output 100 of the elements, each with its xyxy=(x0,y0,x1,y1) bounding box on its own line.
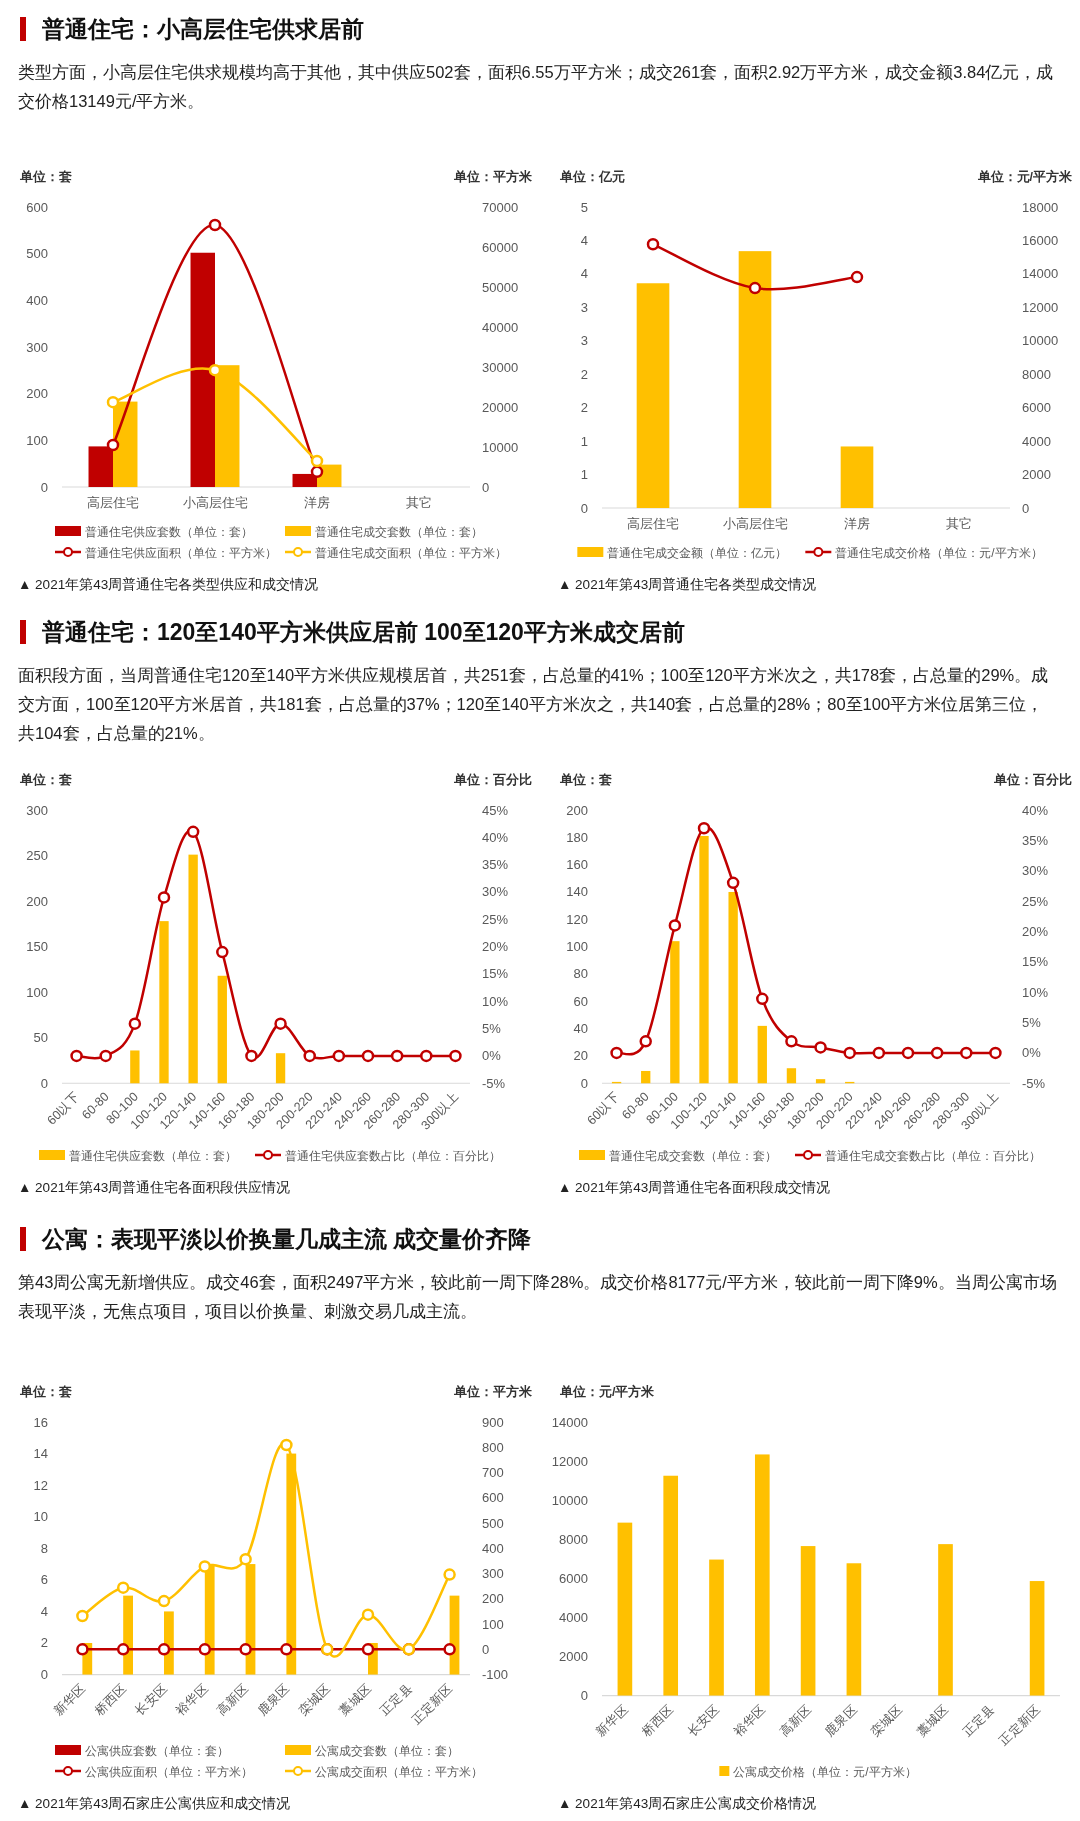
legend-label: 公寓供应套数（单位：套） xyxy=(85,1743,229,1758)
y2-tick-label: 60000 xyxy=(482,239,519,255)
y2-tick-label: -5% xyxy=(482,1075,506,1091)
legend-label: 普通住宅成交套数占比（单位：百分比） xyxy=(825,1148,1041,1163)
y-tick-label: 10000 xyxy=(551,1492,588,1508)
text: 面积段方面，当周普通住宅120至140平方米供应规模居首，共251套，占总量的41%；100至120平方米次之，共178套，占总量的29%。成交方面，100至120平方米居首，共181套，占总量的37%；120至140平方米次之，共140套，占总量的28%；80至100平方米位居第三位，共104套，占总量的21%。 xyxy=(18,665,1050,744)
y2-tick-label: 0% xyxy=(1022,1045,1042,1061)
y-tick-label: 200 xyxy=(26,893,48,909)
x-tick-label: 鹿泉区 xyxy=(255,1680,293,1719)
y2-tick-label: 20000 xyxy=(482,399,519,415)
y2-tick-label: 12000 xyxy=(1022,299,1059,315)
y-tick-label: 12000 xyxy=(551,1453,588,1469)
x-tick-label: 新华区 xyxy=(51,1680,89,1719)
x-tick-label: 鹿泉区 xyxy=(822,1701,861,1740)
x-tick-label: 桥西区 xyxy=(91,1680,130,1719)
y2-tick-label: 300 xyxy=(482,1566,504,1582)
y2-tick-label: 500 xyxy=(482,1515,504,1531)
y2-axis-title: 单位：平方米 xyxy=(453,1384,533,1399)
text: 类型方面，小高层住宅供求规模均高于其他，其中供应502套，面积6.55万平方米；成交261套，面积2.92万平方米，成交金额3.84亿元，成交价格13149元/平方米。 xyxy=(18,62,1055,112)
legend-label: 普通住宅供应套数（单位：套） xyxy=(85,524,253,539)
legend-label: 公寓成交套数（单位：套） xyxy=(315,1743,459,1758)
y2-tick-label: 70000 xyxy=(482,199,519,215)
y-tick-label: 20 xyxy=(573,1048,588,1064)
y-tick-label: 1 xyxy=(580,467,588,483)
y-tick-label: 8 xyxy=(40,1540,48,1556)
y-tick-label: 14000 xyxy=(551,1414,588,1430)
y-tick-label: 0 xyxy=(40,1667,48,1683)
x-tick-label: 高层住宅 xyxy=(627,516,679,531)
y-tick-label: 0 xyxy=(580,500,588,516)
y-tick-label: 300 xyxy=(26,339,48,355)
y2-tick-label: 700 xyxy=(482,1465,504,1481)
y2-tick-label: 45% xyxy=(482,802,509,818)
legend-label: 普通住宅成交价格（单位：元/平方米） xyxy=(835,545,1043,560)
y2-tick-label: 40% xyxy=(482,829,509,845)
y-tick-label: 8000 xyxy=(559,1531,588,1547)
y-axis-title: 单位：元/平方米 xyxy=(559,1384,656,1399)
y2-tick-label: 15% xyxy=(482,966,509,982)
text: 第43周公寓无新增供应。成交46套，面积2497平方米，较此前一周下降28%。成交价格8177元/平方米，较此前一周下降9%。当周公寓市场表现平淡，无焦点项目，项目以价换量、刺激交易几成主流。 xyxy=(18,1272,1058,1322)
y2-tick-label: 10% xyxy=(1022,984,1049,1000)
y2-axis-title: 单位：平方米 xyxy=(453,169,533,184)
legend-label: 公寓成交面积（单位：平方米） xyxy=(315,1764,483,1779)
x-tick-label: 60以下 xyxy=(584,1089,623,1128)
y2-tick-label: 20% xyxy=(482,939,509,955)
text: ▲ 2021年第43周普通住宅各面积段成交情况 xyxy=(558,1179,831,1195)
y-tick-label: 100 xyxy=(26,984,48,1000)
x-tick-label: 洋房 xyxy=(304,495,330,510)
x-tick-label: 裕华区 xyxy=(730,1701,769,1740)
y2-tick-label: 0% xyxy=(482,1048,502,1064)
y2-tick-label: 35% xyxy=(482,857,509,873)
y-axis-title: 单位：套 xyxy=(559,772,612,787)
y-tick-label: 3 xyxy=(580,333,588,349)
legend-label: 公寓成交价格（单位：元/平方米） xyxy=(733,1764,917,1779)
y-tick-label: 300 xyxy=(26,802,48,818)
x-tick-label: 裕华区 xyxy=(173,1680,211,1719)
x-tick-label: 长安区 xyxy=(131,1680,171,1719)
y-tick-label: 0 xyxy=(580,1688,588,1704)
x-tick-label: 小高层住宅 xyxy=(182,495,248,510)
x-tick-label: 新华区 xyxy=(593,1701,632,1740)
y-axis-title: 单位：套 xyxy=(19,169,72,184)
y-tick-label: 6 xyxy=(40,1572,48,1588)
x-tick-label: 正定县 xyxy=(959,1701,998,1740)
y-tick-label: 6000 xyxy=(559,1570,588,1586)
y-tick-label: 400 xyxy=(26,292,48,308)
y-tick-label: 12 xyxy=(33,1477,48,1493)
y-tick-label: 160 xyxy=(566,857,588,873)
y2-axis-title: 单位：元/平方米 xyxy=(976,169,1073,184)
chart-title: 普通住宅：小高层住宅供求居前 xyxy=(42,15,364,44)
y-tick-label: 2000 xyxy=(559,1648,588,1664)
y-axis-title: 单位：亿元 xyxy=(559,169,625,184)
y2-tick-label: 4000 xyxy=(1022,433,1051,449)
chart-title: 普通住宅：120至140平方米供应居前 100至120平方米成交居前 xyxy=(42,618,685,647)
y-tick-label: 500 xyxy=(26,246,48,262)
x-tick-label: 藁城区 xyxy=(914,1701,952,1740)
y2-tick-label: 50000 xyxy=(482,279,519,295)
x-tick-label: 高层住宅 xyxy=(87,495,139,510)
y2-tick-label: 25% xyxy=(482,911,509,927)
y2-axis-title: 单位：百分比 xyxy=(453,772,532,787)
y-tick-label: 2 xyxy=(580,400,588,416)
y2-tick-label: 20% xyxy=(1022,923,1049,939)
y2-tick-label: 15% xyxy=(1022,954,1049,970)
legend-label: 普通住宅成交金额（单位：亿元） xyxy=(607,545,788,560)
y-tick-label: 4 xyxy=(580,266,588,282)
y-tick-label: 600 xyxy=(26,199,48,215)
y2-tick-label: 800 xyxy=(482,1439,504,1455)
x-tick-label: 栾城区 xyxy=(867,1701,906,1740)
x-tick-label: 长安区 xyxy=(684,1701,723,1740)
legend-label: 公寓供应面积（单位：平方米） xyxy=(85,1764,253,1779)
y-tick-label: 60 xyxy=(573,993,588,1009)
chart-title: 公寓：表现平淡以价换量几成主流 成交量价齐降 xyxy=(42,1225,532,1254)
legend-label: 普通住宅供应面积（单位：平方米） xyxy=(85,545,277,560)
y-axis-title: 单位：套 xyxy=(19,772,72,787)
y-tick-label: 150 xyxy=(26,939,48,955)
text: ▲ 2021年第43周石家庄公寓成交价格情况 xyxy=(558,1796,817,1811)
y2-tick-label: 2000 xyxy=(1022,467,1051,483)
y2-tick-label: -100 xyxy=(482,1667,509,1683)
y-tick-label: 1 xyxy=(580,433,588,449)
y-tick-label: 3 xyxy=(580,299,588,315)
y2-tick-label: 30% xyxy=(482,884,509,900)
y2-tick-label: 0 xyxy=(1022,500,1030,516)
y-tick-label: 5 xyxy=(580,199,588,215)
